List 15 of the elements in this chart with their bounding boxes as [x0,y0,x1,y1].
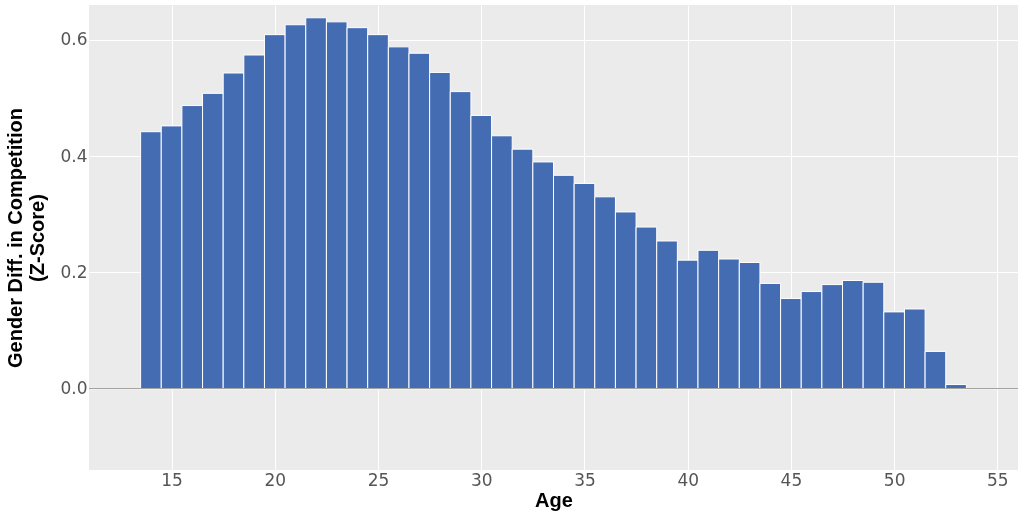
y-axis-title: Gender Diff. in Competition (Z-Score) [4,108,49,368]
y-tick-label: 0.2 [60,261,88,282]
x-tick-label: 15 [161,469,183,490]
x-tick-label: 55 [987,469,1009,490]
x-tick-label: 50 [883,469,906,490]
x-tick-label: 20 [264,469,287,490]
y-tick-label: 0.4 [60,145,88,166]
y-tick-label: 0.6 [60,29,88,50]
x-tick-label: 25 [367,469,390,490]
x-axis-title: Age [535,488,573,511]
x-tick-label: 45 [780,469,803,490]
x-tick-label: 35 [574,469,596,490]
y-tick-label: 0.0 [60,378,88,399]
x-tick-label: 40 [677,469,700,490]
x-tick-label: 30 [470,469,493,490]
